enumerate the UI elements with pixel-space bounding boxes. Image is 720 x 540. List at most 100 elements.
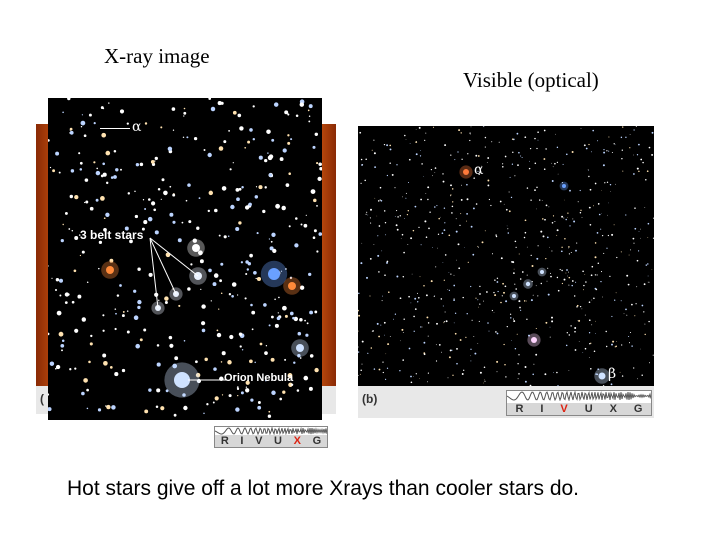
- star-dot: [638, 231, 640, 232]
- star-dot: [622, 126, 624, 128]
- star-dot: [84, 178, 89, 182]
- star-dot: [644, 207, 646, 208]
- star-dot: [633, 367, 635, 369]
- star-dot: [548, 206, 550, 208]
- star-dot: [488, 330, 490, 332]
- star-dot: [264, 351, 268, 355]
- star-dot: [490, 204, 492, 207]
- star-dot: [274, 323, 279, 328]
- star-dot: [597, 203, 600, 205]
- star-dot: [100, 196, 105, 201]
- spectrum-letter: U: [274, 435, 282, 447]
- star-dot: [360, 182, 362, 184]
- xray-corner-label: (: [40, 392, 44, 406]
- star-dot: [513, 320, 516, 323]
- star-dot: [437, 247, 438, 249]
- star-dot: [381, 250, 383, 252]
- star-dot: [608, 150, 610, 152]
- star-dot: [154, 156, 158, 161]
- star-dot: [596, 274, 598, 276]
- star-dot: [407, 210, 409, 212]
- star-dot: [621, 157, 623, 160]
- star-dot: [529, 147, 532, 150]
- star-dot: [232, 110, 237, 115]
- star-dot: [456, 347, 458, 350]
- star-dot: [574, 349, 577, 351]
- star-dot: [80, 120, 86, 126]
- star-dot: [290, 383, 294, 386]
- star-dot: [634, 315, 636, 317]
- star-dot: [113, 150, 117, 153]
- star-dot: [491, 141, 493, 143]
- star-dot: [479, 285, 481, 288]
- star-dot: [399, 215, 401, 217]
- star-dot: [554, 162, 556, 165]
- star-dot: [378, 335, 380, 338]
- star-dot: [647, 263, 649, 265]
- star-dot: [410, 302, 412, 304]
- star-dot: [641, 374, 643, 377]
- star-dot: [455, 230, 458, 233]
- star-dot: [549, 272, 552, 274]
- star-dot: [640, 228, 642, 230]
- star-dot: [578, 341, 580, 343]
- star-dot: [524, 366, 527, 368]
- star-dot: [257, 405, 262, 410]
- star-dot: [265, 345, 268, 347]
- star-dot: [98, 240, 103, 245]
- star-dot: [633, 154, 635, 156]
- star-dot: [479, 172, 481, 174]
- star-dot: [585, 147, 588, 150]
- star-dot: [429, 211, 431, 213]
- star-dot: [629, 134, 631, 135]
- star-dot: [220, 361, 223, 363]
- star-dot: [236, 294, 239, 296]
- star-dot: [207, 152, 212, 158]
- star-dot: [565, 344, 568, 347]
- star-dot: [569, 189, 571, 192]
- star-dot: [646, 170, 649, 173]
- star-dot: [56, 310, 62, 316]
- star-dot: [85, 200, 89, 204]
- star-dot: [444, 254, 447, 256]
- star-dot: [458, 267, 461, 270]
- star-dot: [545, 148, 547, 150]
- star-dot: [74, 194, 79, 200]
- star-dot: [271, 232, 276, 237]
- star-dot: [282, 148, 287, 153]
- star-dot: [620, 300, 622, 302]
- spectrum-letter: U: [584, 403, 593, 415]
- star-dot: [473, 177, 475, 179]
- star-dot: [95, 170, 101, 176]
- star-dot: [461, 158, 463, 160]
- star-dot: [517, 363, 519, 365]
- star-dot: [419, 276, 421, 278]
- star-dot: [600, 280, 602, 283]
- star-dot: [244, 146, 247, 149]
- star-dot: [48, 139, 50, 142]
- star-dot: [133, 315, 139, 320]
- star-dot: [568, 271, 569, 273]
- star-dot: [119, 109, 125, 114]
- star-dot: [636, 154, 639, 156]
- star-dot: [509, 176, 511, 178]
- star-dot: [628, 342, 631, 344]
- star-dot: [403, 318, 405, 320]
- star-dot: [264, 186, 267, 189]
- star-dot: [625, 214, 627, 216]
- star-dot: [386, 261, 388, 264]
- star-dot: [483, 382, 484, 384]
- star-dot: [580, 209, 582, 211]
- star-dot: [645, 179, 647, 181]
- star-dot: [223, 140, 227, 144]
- star-dot: [378, 271, 380, 273]
- star-dot: [102, 353, 107, 358]
- star-dot: [568, 246, 570, 248]
- spectrum-letter: V: [255, 435, 263, 447]
- star-dot: [58, 278, 64, 283]
- star-dot: [156, 388, 161, 393]
- star-dot: [421, 326, 423, 328]
- star-dot: [499, 200, 502, 203]
- star-dot: [98, 267, 100, 270]
